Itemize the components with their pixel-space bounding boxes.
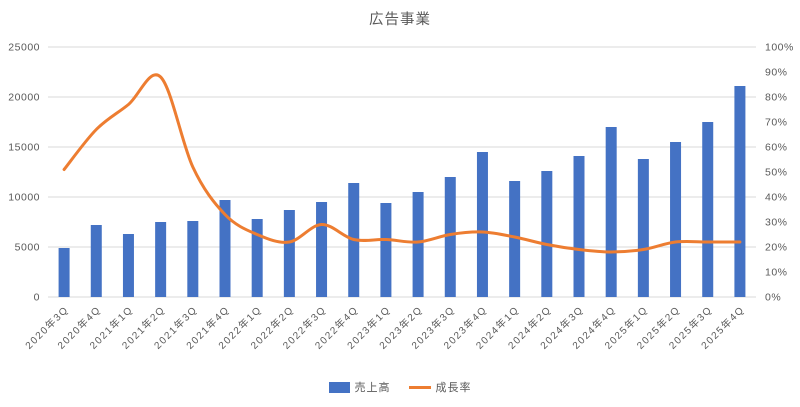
revenue-bar xyxy=(283,210,295,297)
right-axis-tick-label: 40% xyxy=(765,192,788,204)
revenue-bar xyxy=(122,234,134,297)
revenue-bar xyxy=(637,159,649,297)
right-axis-tick-label: 20% xyxy=(765,242,788,254)
right-axis-tick-label: 90% xyxy=(765,67,788,79)
chart-legend: 売上高 成長率 xyxy=(0,379,800,395)
revenue-bar xyxy=(219,200,231,297)
right-axis-tick-label: 80% xyxy=(765,92,788,104)
left-axis-tick-label: 10000 xyxy=(8,192,40,204)
legend-item-growth: 成長率 xyxy=(408,379,472,395)
revenue-bar xyxy=(380,203,392,297)
legend-label-revenue: 売上高 xyxy=(354,382,391,394)
legend-item-revenue: 売上高 xyxy=(328,379,391,395)
right-axis-tick-label: 10% xyxy=(765,267,788,279)
revenue-bar xyxy=(605,127,617,297)
right-axis-tick-label: 0% xyxy=(765,292,781,304)
revenue-bar xyxy=(316,202,328,297)
revenue-bar xyxy=(58,248,70,297)
revenue-bar xyxy=(702,122,714,297)
revenue-bar xyxy=(187,221,199,297)
right-axis-tick-label: 70% xyxy=(765,117,788,129)
left-axis-tick-label: 25000 xyxy=(8,42,40,54)
revenue-bar xyxy=(670,142,682,297)
left-axis-tick-label: 15000 xyxy=(8,142,40,154)
revenue-bar xyxy=(155,222,167,297)
revenue-bar xyxy=(541,171,553,297)
revenue-bar xyxy=(90,225,102,297)
revenue-bar xyxy=(734,86,746,297)
left-axis-tick-label: 20000 xyxy=(8,92,40,104)
legend-label-growth: 成長率 xyxy=(435,382,472,394)
left-axis-tick-label: 0 xyxy=(34,292,40,304)
right-axis-tick-label: 60% xyxy=(765,142,788,154)
revenue-bar xyxy=(444,177,456,297)
chart-title: 広告事業 xyxy=(369,12,431,28)
left-axis-tick-label: 5000 xyxy=(15,242,40,254)
revenue-bar xyxy=(476,152,488,297)
right-axis-tick-label: 30% xyxy=(765,217,788,229)
growth-rate-line xyxy=(62,73,742,254)
right-axis-tick-label: 100% xyxy=(765,42,794,54)
growth-swatch-icon xyxy=(408,385,431,389)
revenue-bar xyxy=(509,181,521,297)
revenue-swatch-icon xyxy=(328,381,350,393)
revenue-bar xyxy=(573,156,585,297)
revenue-bar xyxy=(251,219,263,297)
revenue-bar xyxy=(412,192,424,297)
right-axis-tick-label: 50% xyxy=(765,167,788,179)
